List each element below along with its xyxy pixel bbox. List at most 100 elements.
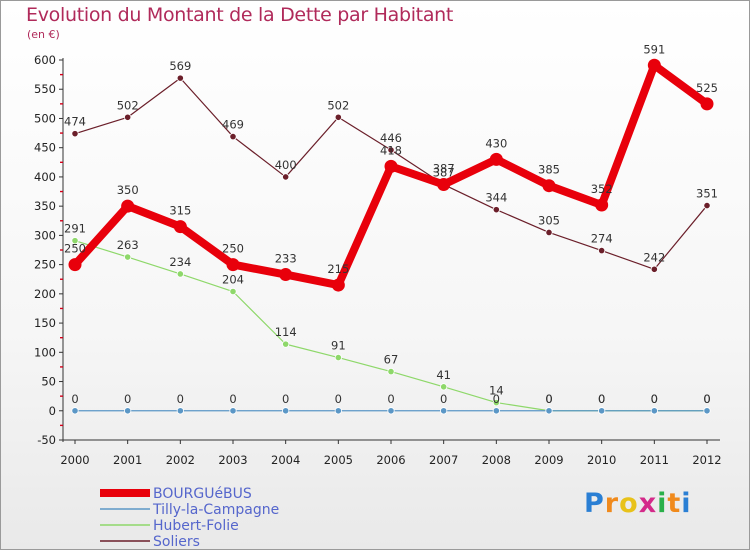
data-label: 315	[169, 204, 191, 218]
y-tick-label: 400	[34, 170, 56, 184]
data-point	[387, 367, 395, 376]
data-point	[173, 220, 187, 234]
x-tick-label: 2003	[218, 453, 247, 467]
data-label: 385	[538, 163, 560, 177]
data-label: 387	[433, 162, 455, 176]
data-point	[71, 407, 79, 415]
logo-letter: r	[604, 488, 620, 519]
data-label: 250	[64, 242, 86, 256]
data-label: 291	[64, 222, 86, 236]
data-label: 591	[643, 42, 665, 56]
data-point	[68, 258, 82, 272]
data-label: 569	[169, 59, 191, 73]
x-tick-label: 2007	[429, 453, 458, 467]
data-point	[282, 407, 290, 415]
data-point	[121, 199, 135, 213]
data-label: 0	[598, 392, 605, 406]
data-point	[71, 237, 79, 245]
series-bourgu-bus	[68, 58, 714, 292]
data-point	[387, 407, 395, 415]
y-tick-label: 50	[41, 375, 56, 389]
data-point	[176, 407, 184, 415]
data-label: 233	[275, 252, 297, 266]
data-label: 305	[538, 213, 560, 227]
data-point	[437, 178, 451, 192]
data-label: 0	[598, 392, 605, 406]
data-label: 0	[545, 392, 552, 406]
data-labels: 474 502 569 469 400 502 446 387 344 305 274 242 351 2…	[64, 42, 718, 406]
data-point	[492, 398, 500, 407]
data-label: 0	[440, 392, 447, 406]
series-layer	[68, 58, 714, 415]
y-tick-label: 600	[34, 53, 56, 67]
data-point	[650, 265, 658, 273]
data-point	[595, 198, 609, 212]
data-point	[492, 206, 500, 214]
data-label: 430	[485, 136, 507, 150]
data-point	[229, 407, 237, 415]
data-label: 234	[169, 255, 191, 269]
data-label: 0	[71, 392, 78, 406]
data-point	[545, 228, 553, 237]
x-tick-label: 2011	[640, 453, 669, 467]
data-label: 0	[493, 392, 500, 406]
data-point	[440, 407, 448, 415]
data-label: 469	[222, 118, 244, 132]
logo-letter: o	[619, 488, 639, 519]
logo-letter: P	[584, 488, 605, 519]
data-point	[124, 253, 132, 261]
data-label: 474	[64, 115, 86, 129]
logo-letter: x	[638, 488, 658, 519]
data-label: 0	[651, 392, 658, 406]
data-label: 242	[643, 250, 665, 264]
x-tick-label: 2001	[113, 453, 142, 467]
x-tick-label: 2004	[271, 453, 300, 467]
legend-label-hubert-folie: Hubert-Folie	[153, 518, 239, 534]
y-tick-label: 350	[34, 199, 56, 213]
data-point	[489, 152, 503, 166]
data-label: 67	[384, 353, 399, 367]
data-point	[647, 58, 661, 72]
data-label: 0	[177, 392, 184, 406]
data-point	[598, 407, 606, 415]
data-point	[331, 278, 345, 292]
data-label: 215	[327, 262, 349, 276]
y-tick-label: 500	[34, 111, 56, 125]
chart-unit: (en €)	[27, 28, 60, 41]
y-tick-label: 200	[34, 287, 56, 301]
legend-label-bourgu-bus: BOURGUéBUS	[153, 486, 252, 502]
x-tick-label: 2000	[60, 453, 89, 467]
axes: -50 0 50 100 150 200 250 300 350 400 450 500 550 600 2…	[34, 53, 722, 467]
y-tick-label: 0	[49, 404, 56, 418]
logo-letter: t	[667, 488, 682, 519]
logo-letter: i	[681, 488, 692, 519]
data-label: 0	[651, 392, 658, 406]
data-point	[598, 246, 606, 255]
data-point	[229, 132, 237, 141]
data-point	[387, 146, 395, 154]
data-label: 525	[696, 81, 718, 95]
y-tick-label: 100	[34, 345, 56, 359]
x-tick-label: 2008	[482, 453, 511, 467]
data-point	[650, 407, 658, 415]
series-tilly-la-campagne	[71, 407, 711, 415]
data-label: 0	[282, 392, 289, 406]
data-label: 350	[117, 183, 139, 197]
data-point	[334, 113, 342, 121]
data-point	[384, 159, 398, 173]
series-hubert-folie	[71, 237, 711, 415]
x-tick-label: 2010	[587, 453, 616, 467]
data-label: 351	[696, 187, 718, 201]
data-label: 0	[703, 392, 710, 406]
data-label: 114	[275, 325, 297, 339]
data-point	[700, 97, 714, 111]
y-tick-label: 150	[34, 316, 56, 330]
data-point	[124, 407, 132, 415]
series-line-bourgu-bus	[71, 61, 711, 290]
data-label: 502	[327, 98, 349, 112]
data-label: 446	[380, 131, 402, 145]
data-point	[176, 270, 184, 278]
y-tick-label: 550	[34, 82, 56, 96]
data-label: 263	[117, 238, 139, 252]
